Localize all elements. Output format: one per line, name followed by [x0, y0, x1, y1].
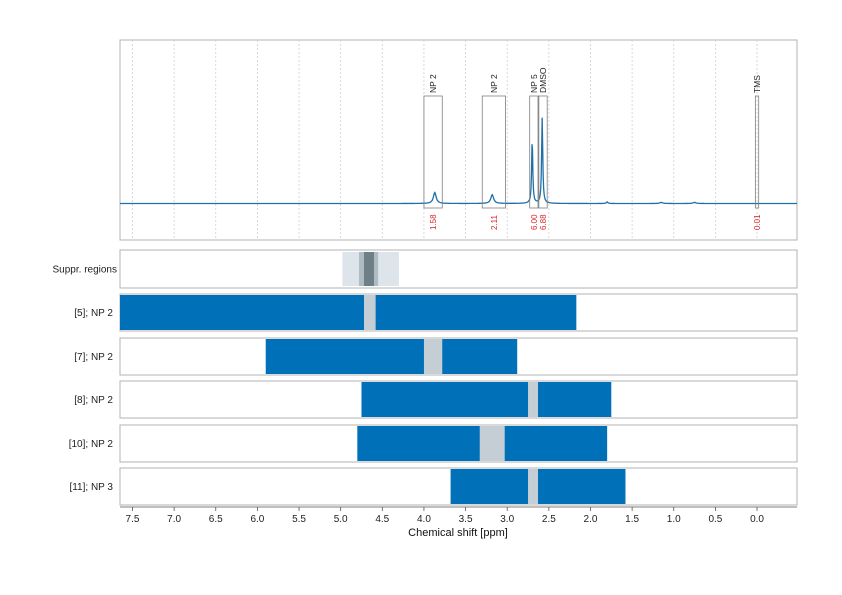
assignment-rows: [5]; NP 2 [7]; NP 2 [8]; NP 2 [10]; NP 2 [11… [69, 293, 798, 506]
row-gap [363, 295, 376, 330]
row-gap [528, 382, 539, 417]
suppression-label: Suppr. regions [53, 265, 118, 276]
peak-region-box [529, 95, 539, 209]
integral-value: 1.58 [429, 214, 438, 230]
suppression-region [363, 252, 374, 286]
x-tick-label: 6.0 [250, 514, 264, 525]
row-label: [8]; NP 2 [74, 395, 113, 406]
peak-label: TMS [752, 75, 762, 93]
x-tick-label: 2.5 [542, 514, 556, 525]
x-tick-label: 0.5 [708, 514, 722, 525]
x-tick-label: 5.5 [292, 514, 306, 525]
x-tick-label: 2.0 [584, 514, 598, 525]
row-label: [11]; NP 3 [69, 482, 113, 493]
x-axis-title: Chemical shift [ppm] [408, 527, 508, 539]
x-tick-label: 0.0 [750, 514, 764, 525]
peak-label: NP 2 [489, 74, 499, 93]
peak-region-box [481, 95, 506, 209]
x-tick-label: 5.0 [334, 514, 348, 525]
suppression-frame [119, 249, 798, 289]
peak-label: NP 5 [529, 74, 539, 93]
row-gap [479, 426, 505, 461]
row-gap [423, 339, 443, 374]
spectrum-panel: NP 2 1.58 NP 2 2.11 NP 5 6.00 DMSO 6.88 TMS 0.01 [119, 39, 798, 241]
integral-value: 0.01 [753, 214, 762, 230]
x-axis: 7.5 7.0 6.5 6.0 5.5 5.0 4.5 4.0 3.5 3.0 2.5 2.0 1.5 1… [120, 506, 797, 525]
integral-value: 2.11 [490, 214, 499, 230]
row-label: [10]; NP 2 [69, 439, 114, 450]
row-bar [265, 339, 518, 374]
x-tick-label: 1.5 [625, 514, 639, 525]
row-bar [361, 382, 612, 417]
x-tick-label: 4.0 [417, 514, 431, 525]
row-bar [120, 295, 577, 330]
x-tick-label: 3.5 [459, 514, 473, 525]
row-gap [528, 469, 539, 504]
x-tick-label: 1.0 [667, 514, 681, 525]
row-label: [5]; NP 2 [74, 308, 113, 319]
suppression-panel: Suppr. regions [53, 249, 798, 289]
spectrum-frame [119, 39, 798, 241]
peak-region-box [754, 95, 760, 209]
x-tick-label: 7.5 [126, 514, 140, 525]
x-tick-label: 6.5 [209, 514, 223, 525]
integral-value: 6.88 [539, 214, 548, 230]
x-tick-label: 7.0 [167, 514, 181, 525]
x-tick-label: 4.5 [375, 514, 389, 525]
peak-region-box [538, 95, 548, 209]
peak-label: NP 2 [428, 74, 438, 93]
row-label: [7]; NP 2 [74, 352, 113, 363]
spectrum-line [120, 117, 797, 205]
integral-value: 6.00 [530, 214, 539, 230]
peak-label: DMSO [538, 67, 548, 93]
x-tick-label: 3.0 [500, 514, 514, 525]
peak-region-box [423, 95, 443, 209]
